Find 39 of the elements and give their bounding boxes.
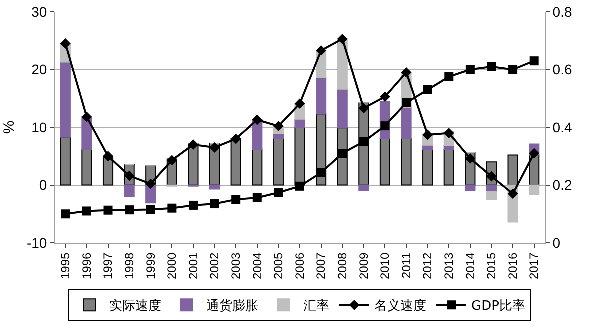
legend-label: GDP比率 bbox=[472, 298, 526, 314]
x-tick-label: 2008 bbox=[336, 252, 350, 280]
x-tick-label: 2017 bbox=[527, 252, 542, 280]
x-tick-label: 2011 bbox=[399, 252, 414, 279]
legend-label: 名义速度 bbox=[374, 298, 426, 314]
x-tick-label: 2010 bbox=[378, 252, 392, 280]
y-tick-label: 10 bbox=[32, 119, 48, 136]
legend-label: 汇率 bbox=[304, 298, 330, 314]
x-tick-label: 2000 bbox=[165, 252, 180, 280]
x-tick-label: 2002 bbox=[208, 252, 222, 280]
x-tick-label: 1996 bbox=[80, 252, 94, 280]
x-tick-label: 2003 bbox=[228, 252, 243, 280]
y-axis-title: % bbox=[1, 120, 18, 134]
x-tick-label: 2013 bbox=[442, 252, 456, 280]
y-tick-label: 0 bbox=[39, 177, 48, 194]
x-tick-label: 2007 bbox=[314, 252, 328, 280]
x-tick-label: 1999 bbox=[144, 252, 158, 280]
legend-label: 通货膨胀 bbox=[206, 299, 258, 314]
x-tick-label: 2016 bbox=[506, 252, 520, 280]
x-tick-label: 2015 bbox=[484, 252, 499, 280]
x-tick-label: 2004 bbox=[250, 252, 264, 280]
y2-tick-label: 0.8 bbox=[552, 4, 572, 20]
x-tick-label: 2012 bbox=[420, 252, 435, 280]
y2-tick-label: 0 bbox=[552, 234, 561, 251]
x-tick-label: 2014 bbox=[463, 252, 478, 280]
y2-tick-label: 0.4 bbox=[552, 119, 572, 136]
y-tick-label: -10 bbox=[26, 234, 48, 251]
y2-tick-label: 0.2 bbox=[552, 177, 572, 194]
y-tick-label: 30 bbox=[32, 4, 48, 20]
x-tick-label: 2005 bbox=[272, 252, 286, 280]
x-tick-label: 1997 bbox=[101, 252, 116, 280]
x-tick-label: 2001 bbox=[186, 252, 200, 280]
x-tick-label: 2009 bbox=[356, 252, 371, 280]
legend-label: 实际速度 bbox=[110, 298, 162, 314]
y-tick-label: 20 bbox=[32, 62, 48, 78]
x-tick-label: 1998 bbox=[122, 252, 136, 280]
x-tick-label: 2006 bbox=[292, 252, 307, 280]
y2-tick-label: 0.6 bbox=[552, 62, 572, 78]
x-tick-label: 1995 bbox=[58, 252, 73, 280]
